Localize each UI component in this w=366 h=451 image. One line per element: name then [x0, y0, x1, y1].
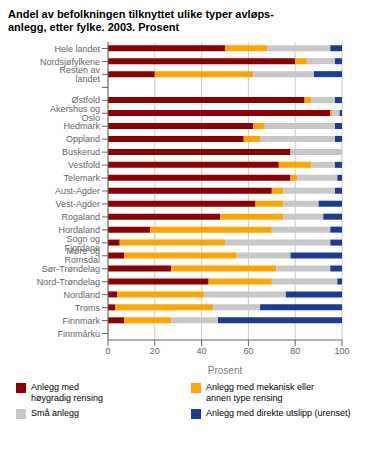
svg-text:0: 0 — [105, 346, 110, 356]
svg-text:Møre ogRomsdal: Møre ogRomsdal — [64, 246, 100, 265]
svg-text:60: 60 — [243, 346, 253, 356]
svg-text:Akershus ogOslo: Akershus ogOslo — [50, 104, 100, 123]
svg-text:Sør-Trøndelag: Sør-Trøndelag — [42, 264, 100, 274]
svg-text:Vest-Agder: Vest-Agder — [55, 199, 100, 209]
svg-text:Prosent: Prosent — [208, 365, 243, 376]
svg-text:Nordland: Nordland — [63, 290, 100, 300]
svg-text:Buskerud: Buskerud — [62, 147, 100, 157]
svg-text:Oppland: Oppland — [66, 134, 100, 144]
svg-text:Nord-Trøndelag: Nord-Trøndelag — [37, 277, 100, 287]
svg-text:Hele landet: Hele landet — [54, 44, 100, 54]
svg-text:Vestfold: Vestfold — [68, 160, 100, 170]
svg-text:Resten avlandet: Resten avlandet — [59, 65, 100, 84]
svg-text:20: 20 — [150, 346, 160, 356]
svg-text:Telemark: Telemark — [63, 173, 100, 183]
svg-text:Troms: Troms — [75, 303, 101, 313]
svg-text:80: 80 — [290, 346, 300, 356]
svg-text:40: 40 — [197, 346, 207, 356]
svg-text:100: 100 — [334, 346, 349, 356]
svg-text:Aust-Agder: Aust-Agder — [55, 186, 100, 196]
svg-text:Rogaland: Rogaland — [61, 212, 100, 222]
svg-text:Hedmark: Hedmark — [63, 121, 100, 131]
svg-text:Finnmárku: Finnmárku — [57, 329, 100, 339]
svg-text:Finnmark: Finnmark — [62, 316, 100, 326]
